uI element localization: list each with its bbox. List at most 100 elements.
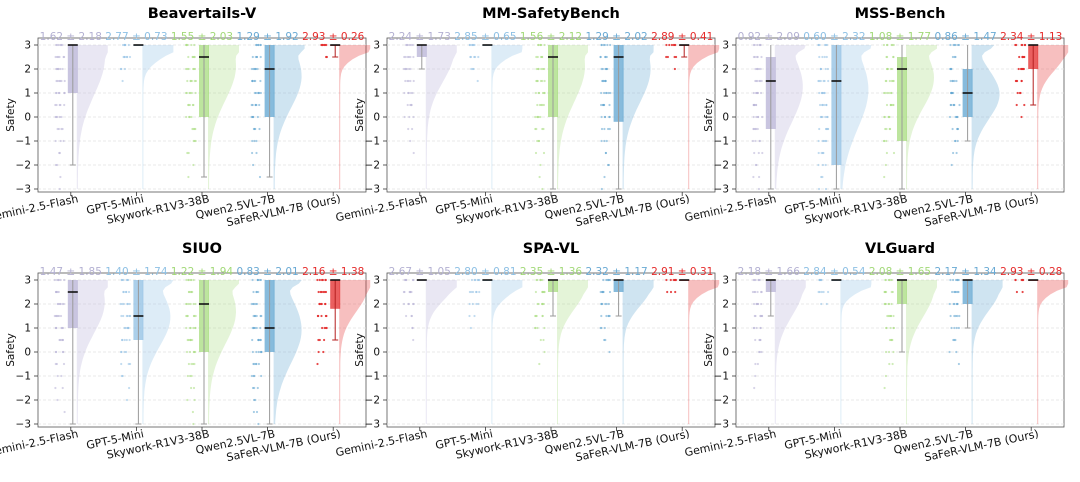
data-point [474, 278, 477, 282]
data-point [534, 290, 538, 294]
data-point [193, 79, 196, 83]
data-point [536, 139, 539, 143]
y-axis-label: Safety [5, 333, 17, 367]
mean-std-label: 2.67 ± 1.05 [389, 266, 451, 278]
data-point [605, 314, 608, 318]
data-point [1020, 278, 1023, 282]
data-point [469, 326, 472, 330]
data-point [889, 326, 892, 330]
data-point [468, 302, 471, 306]
y-axis-label: Safety [354, 98, 366, 132]
data-point [818, 55, 821, 59]
data-point [188, 350, 192, 354]
data-point [59, 175, 62, 179]
mean-std-label: 2.85 ± 0.65 [454, 31, 516, 43]
plot-frame [386, 272, 716, 428]
data-point [409, 91, 413, 95]
data-point [119, 67, 122, 71]
mean-std-label: 1.55 ± 2.03 [171, 31, 233, 43]
data-point [818, 91, 821, 95]
mean-std-label: 2.91 ± 0.31 [651, 266, 713, 278]
data-point [122, 314, 125, 318]
data-point [949, 43, 952, 47]
data-point [120, 350, 123, 354]
data-point [760, 290, 763, 294]
data-point [58, 79, 61, 83]
data-point [255, 151, 258, 155]
y-tick-label: 0 [722, 112, 729, 124]
y-tick-label: −1 [16, 136, 31, 148]
data-point [404, 79, 407, 83]
data-point [1017, 67, 1020, 71]
y-tick-label: 3 [722, 40, 729, 52]
data-point [599, 55, 602, 59]
data-point [674, 290, 677, 294]
data-point [538, 175, 541, 179]
mean-std-label: 1.56 ± 2.12 [520, 31, 582, 43]
mean-std-label: 2.16 ± 1.38 [302, 266, 364, 278]
y-tick-label: 2 [722, 64, 729, 76]
data-point [319, 290, 322, 294]
data-point [888, 115, 891, 119]
data-point [888, 362, 891, 366]
data-point [409, 79, 412, 83]
data-point [823, 79, 826, 83]
data-point [889, 127, 892, 131]
data-point [190, 278, 193, 282]
panel-3: MSS-Bench 3 2 1 0 −1 −2 −3 Safety Gemini-2.5-Flas… [683, 6, 1069, 229]
x-tick-label: Gemini-2.5-Flash [0, 427, 79, 459]
data-point [890, 302, 893, 306]
data-point [123, 55, 126, 59]
data-point [61, 386, 64, 390]
data-point [757, 115, 760, 119]
data-point [823, 103, 826, 107]
data-point [193, 398, 196, 402]
violin-2 [491, 45, 523, 189]
x-tick-label: Gemini-2.5-Flash [683, 427, 777, 459]
mean-std-label: 2.24 ± 1.73 [389, 31, 451, 43]
data-point [60, 338, 63, 342]
data-point [1020, 115, 1023, 119]
data-point [817, 139, 820, 143]
data-point [186, 67, 189, 71]
data-point [63, 91, 66, 95]
violin-5 [339, 280, 371, 424]
data-point [954, 278, 958, 282]
data-point [885, 290, 888, 294]
data-point [607, 91, 610, 95]
data-point [188, 115, 191, 119]
data-point [472, 67, 475, 71]
data-point [953, 43, 956, 47]
data-point [63, 79, 66, 83]
data-point [57, 67, 60, 71]
data-point [665, 55, 668, 59]
y-tick-label: 1 [373, 88, 380, 100]
violin-1 [425, 45, 457, 189]
y-tick-label: 3 [24, 40, 31, 52]
data-point [325, 43, 328, 47]
data-point [127, 362, 130, 366]
data-point [186, 338, 189, 342]
data-point [192, 422, 195, 426]
data-point [57, 91, 61, 95]
data-point [950, 103, 953, 107]
data-point [821, 55, 824, 59]
data-point [120, 278, 123, 282]
data-point [191, 362, 195, 366]
data-point [250, 67, 253, 71]
data-point [609, 91, 612, 95]
data-point [62, 55, 65, 59]
data-point [892, 43, 895, 47]
data-point [255, 362, 258, 366]
data-point [757, 67, 761, 71]
data-point [948, 115, 952, 119]
data-point [1016, 79, 1019, 83]
data-point [535, 55, 538, 59]
y-axis-label: Safety [5, 98, 17, 132]
mean-std-label: 2.93 ± 0.26 [302, 31, 365, 43]
y-tick-label: −1 [365, 371, 380, 383]
violin-4 [622, 45, 654, 189]
data-point [751, 290, 755, 294]
y-tick-label: −2 [365, 395, 380, 407]
data-point [756, 127, 759, 131]
